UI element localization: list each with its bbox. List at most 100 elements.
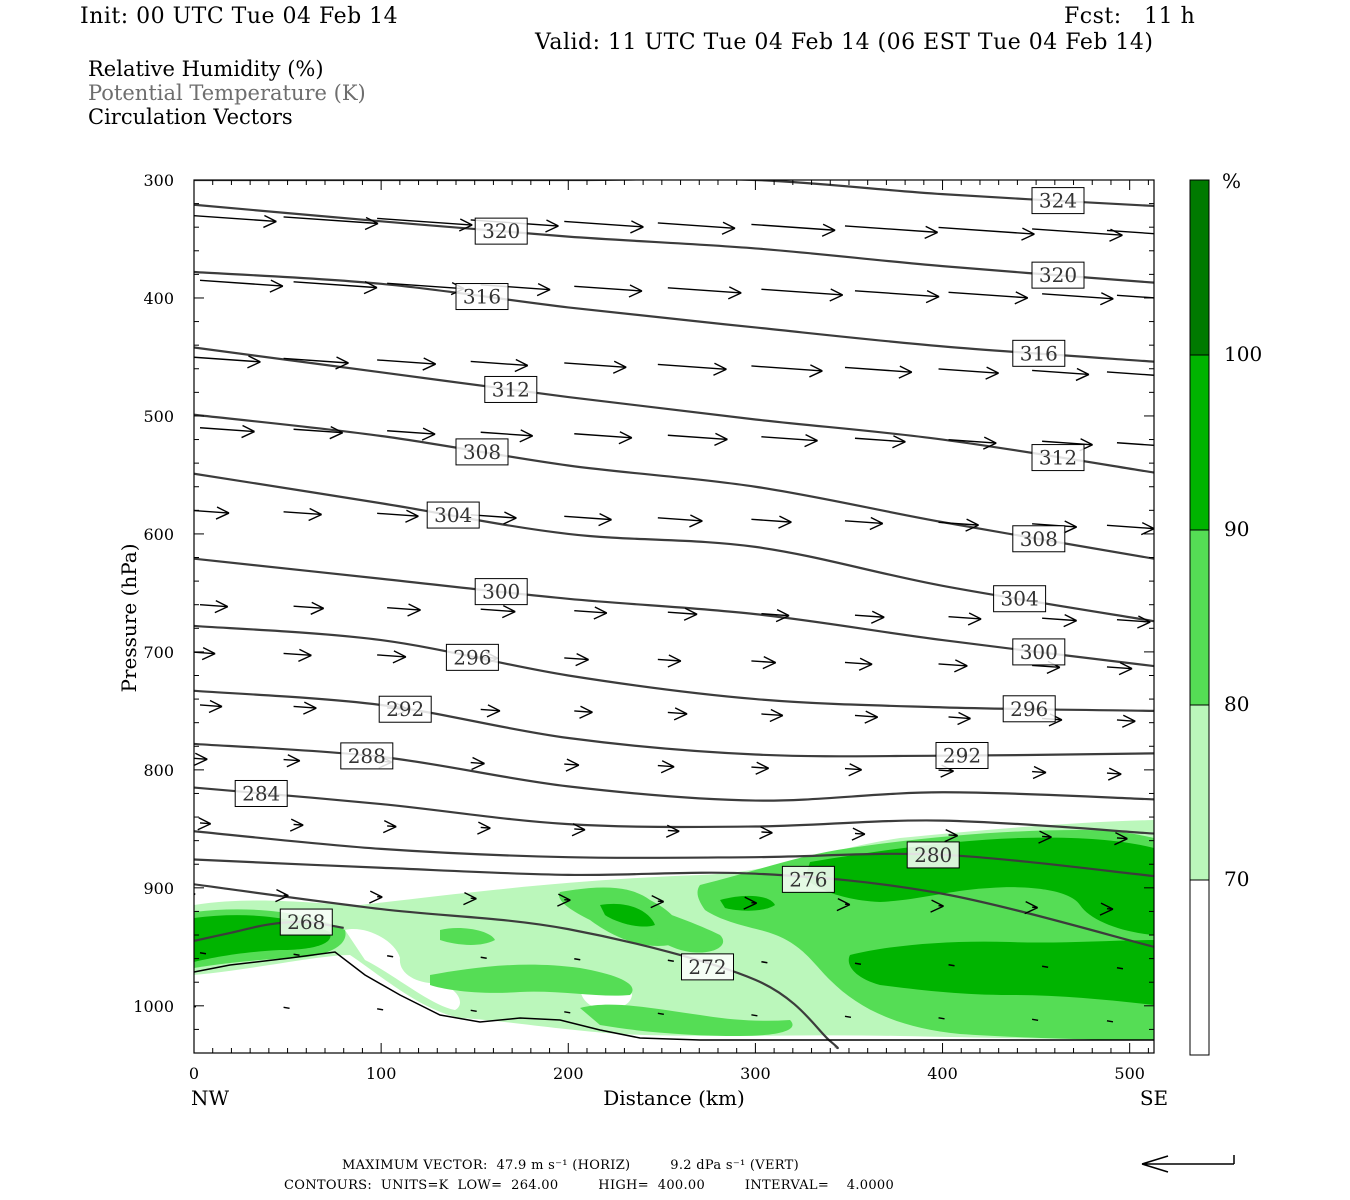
wind-vector bbox=[477, 821, 491, 835]
isentrope-280 bbox=[194, 830, 1154, 878]
plot-frame bbox=[193, 179, 1155, 1054]
isentrope-label-box bbox=[1031, 261, 1085, 289]
wind-vector bbox=[751, 761, 770, 775]
wind-vector bbox=[574, 431, 633, 445]
wind-vector bbox=[1099, 902, 1114, 916]
wind-vector bbox=[480, 429, 534, 443]
wind-vector bbox=[293, 426, 344, 440]
isentrope-316 bbox=[194, 270, 1154, 363]
x-axis: 0 100 200 300 400 500 bbox=[189, 180, 1149, 1083]
wind-vector bbox=[574, 284, 643, 298]
x-tick-label: 300 bbox=[740, 1064, 771, 1083]
isentrope-label: 292 bbox=[943, 743, 981, 767]
wind-vector bbox=[480, 956, 487, 959]
colorbar-label: 100 bbox=[1224, 342, 1262, 366]
wind-vector bbox=[761, 960, 768, 964]
wind-vector bbox=[657, 1012, 664, 1016]
wind-vector bbox=[194, 1005, 197, 1008]
rh-90-region-d bbox=[600, 903, 655, 927]
wind-vector bbox=[199, 600, 229, 614]
wind-vector bbox=[1116, 966, 1124, 970]
isentrope-label: 304 bbox=[434, 503, 472, 527]
wind-vector bbox=[844, 657, 873, 671]
wind-vector bbox=[382, 819, 397, 834]
wind-vector bbox=[1106, 229, 1154, 235]
isentrope-label: 300 bbox=[1020, 640, 1058, 664]
rh-90-region-c bbox=[848, 940, 1154, 1005]
x-tick-label: 100 bbox=[366, 1064, 397, 1083]
isentrope-label: 312 bbox=[1039, 446, 1077, 470]
isentrope-label: 276 bbox=[789, 867, 827, 891]
isentrope-label-box bbox=[1031, 187, 1085, 215]
wind-vector bbox=[650, 895, 665, 909]
isentrope-label: 308 bbox=[1020, 527, 1058, 551]
isentrope-label: 272 bbox=[688, 955, 726, 979]
isentrope-label: 288 bbox=[348, 744, 386, 768]
wind-vector bbox=[759, 826, 773, 840]
isentrope-label-box bbox=[445, 643, 499, 671]
wind-vector bbox=[854, 710, 879, 724]
wind-vector bbox=[369, 890, 383, 904]
theta-field-label: Potential Temperature (K) bbox=[88, 81, 366, 105]
rh-80-region-c bbox=[640, 905, 724, 953]
wind-vector bbox=[836, 897, 851, 912]
wind-vector bbox=[938, 1017, 945, 1020]
wind-vector bbox=[1116, 294, 1154, 299]
x-tick-label: 200 bbox=[553, 1064, 584, 1083]
isentrope-label: 316 bbox=[463, 285, 501, 309]
isentrope-300 bbox=[194, 557, 1154, 668]
wind-vector bbox=[844, 365, 913, 379]
wind-vector bbox=[1042, 613, 1078, 628]
wind-vector bbox=[194, 752, 208, 766]
wind-vector bbox=[1106, 1020, 1114, 1023]
isentrope-label-box bbox=[378, 695, 432, 723]
colorbar-swatch bbox=[1189, 704, 1210, 881]
wind-vector bbox=[387, 427, 436, 441]
wind-vector bbox=[854, 962, 862, 965]
colorbar-swatch bbox=[1189, 879, 1210, 1056]
wind-vector bbox=[665, 824, 680, 838]
wind-vector bbox=[574, 606, 608, 620]
y-tick-label: 600 bbox=[143, 525, 174, 544]
wind-vector bbox=[571, 823, 586, 837]
wind-vector bbox=[657, 654, 682, 668]
colorbar-label: 70 bbox=[1224, 867, 1249, 891]
isentrope-label: 312 bbox=[492, 377, 530, 401]
wind-vector bbox=[1042, 292, 1114, 306]
isentrope-308 bbox=[194, 413, 1154, 560]
wind-vector bbox=[1114, 832, 1128, 846]
wind-vector bbox=[948, 291, 1029, 305]
wind-vector bbox=[1106, 767, 1122, 781]
wind-vector bbox=[377, 357, 437, 371]
wind-vector bbox=[667, 607, 698, 621]
wind-vector bbox=[1116, 442, 1154, 447]
wind-vector bbox=[844, 225, 938, 240]
wind-vector bbox=[283, 754, 301, 768]
rh-field-label: Relative Humidity (%) bbox=[88, 57, 324, 81]
colorbar-label: 80 bbox=[1224, 692, 1249, 716]
wind-vector bbox=[844, 1015, 852, 1019]
isentrope-label: 296 bbox=[453, 645, 491, 669]
wind-vector bbox=[1032, 367, 1090, 382]
colorbar-unit: % bbox=[1222, 169, 1241, 193]
wind-vector bbox=[283, 648, 312, 662]
wind-vector bbox=[938, 226, 1035, 241]
wind-vector bbox=[938, 366, 999, 380]
isentrope-304 bbox=[194, 472, 1154, 623]
wind-vector bbox=[293, 601, 325, 615]
wind-vector bbox=[948, 612, 982, 626]
max-vector-note: MAXIMUM VECTOR: 47.9 m s⁻¹ (HORIZ) 9.2 d… bbox=[342, 1158, 799, 1173]
rh-90-region-e bbox=[720, 895, 775, 911]
wind-vector bbox=[1024, 901, 1038, 915]
wind-vector bbox=[751, 364, 823, 378]
isentrope-label: 284 bbox=[242, 781, 280, 805]
isentrope-label-box bbox=[279, 908, 333, 936]
wind-vector bbox=[938, 518, 979, 532]
reference-vector-arrow bbox=[1141, 1155, 1235, 1173]
contour-info-note: CONTOURS: UNITS=K LOW= 264.00 HIGH= 400.… bbox=[284, 1178, 895, 1193]
wind-vector bbox=[657, 221, 736, 235]
wind-vector bbox=[930, 899, 944, 913]
y-tick-label: 300 bbox=[143, 171, 174, 190]
wind-vector bbox=[199, 699, 223, 714]
